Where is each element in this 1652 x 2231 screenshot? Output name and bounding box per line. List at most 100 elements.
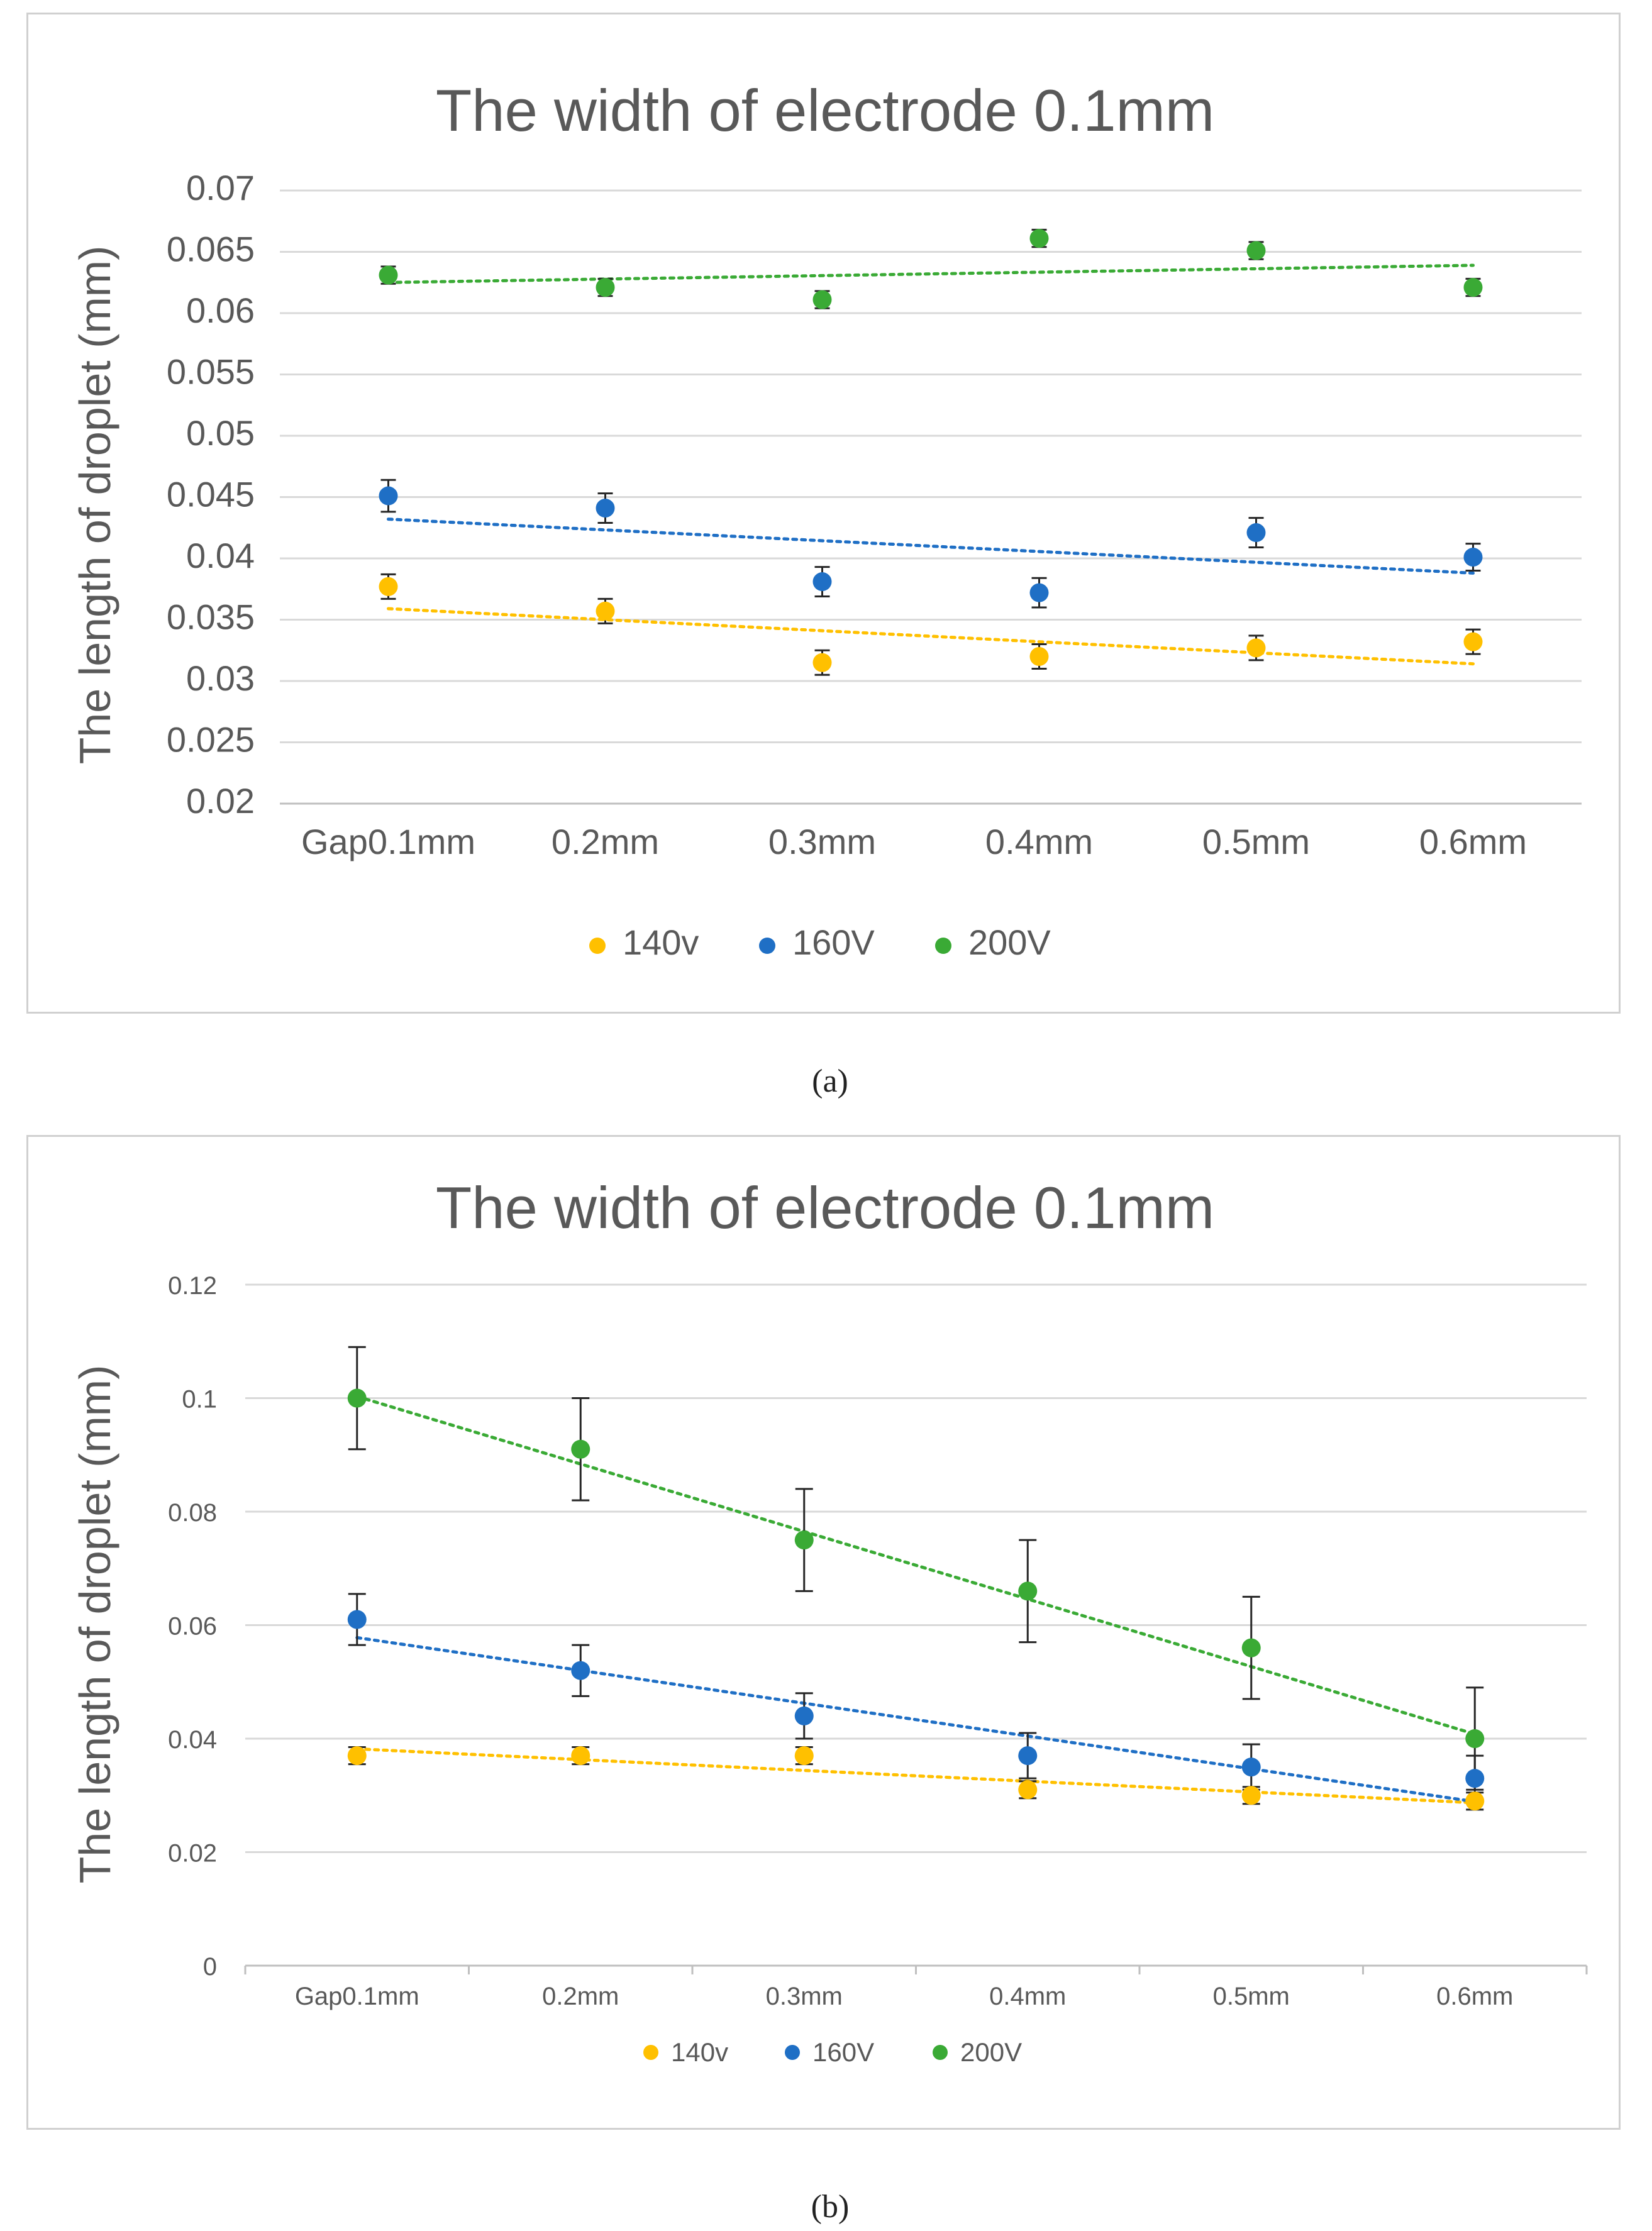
trendline-160V [387, 518, 1475, 575]
data-point-200V [347, 1388, 367, 1408]
data-point-140v [379, 577, 398, 596]
data-point-140v [812, 653, 832, 672]
data-point-160V [379, 486, 398, 506]
data-point-160V [596, 499, 615, 518]
legend-marker-140v [643, 2045, 658, 2060]
data-point-200V [1246, 241, 1266, 260]
chart-a-legend: 140v 160V 200V [589, 922, 1051, 962]
data-point-160V [571, 1661, 590, 1680]
data-point-140v [1465, 1791, 1485, 1811]
x-tick-label: Gap0.1mm [295, 1983, 419, 2010]
y-tick-label: 0.08 [168, 1499, 217, 1527]
data-point-140v [1246, 638, 1266, 658]
y-tick-label: 0.045 [167, 475, 255, 514]
x-tick-label: 0.6mm [1436, 1983, 1513, 2010]
data-point-200V [1018, 1581, 1038, 1601]
x-tick-label: 0.6mm [1419, 822, 1527, 861]
data-point-140v [1241, 1786, 1261, 1805]
data-point-140v [1018, 1780, 1038, 1800]
x-tick-label: 0.3mm [766, 1983, 843, 2010]
chart-b-ylabel: The length of droplet (mm) [70, 1365, 119, 1884]
trendline-140v [387, 607, 1475, 666]
y-tick-label: 0.07 [186, 168, 255, 208]
y-tick-label: 0.06 [168, 1613, 217, 1641]
chart-b-errorbars [348, 1346, 1484, 1811]
y-tick-label: 0.04 [168, 1726, 217, 1754]
chart-b-trendlines [355, 1395, 1477, 1805]
trendline-140v [355, 1747, 1477, 1805]
data-point-160V [812, 572, 832, 592]
chart-panel-a: The width of electrode 0.1mm The length … [26, 13, 1621, 1014]
data-point-200V [571, 1439, 590, 1459]
data-point-140v [1029, 647, 1049, 666]
caption-a: (a) [812, 1063, 848, 1099]
chart-a-title: The width of electrode 0.1mm [436, 77, 1214, 143]
y-tick-label: 0.025 [167, 720, 255, 760]
y-tick-label: 0.04 [186, 536, 255, 575]
data-point-200V [1463, 278, 1483, 297]
legend-marker-200V [933, 2045, 948, 2060]
legend-label-140v: 140v [623, 922, 699, 962]
chart-a-grid [280, 189, 1582, 805]
data-point-160V [1465, 1769, 1485, 1788]
y-tick-label: 0.12 [168, 1272, 217, 1300]
chart-b-grid [245, 1283, 1587, 1967]
chart-panel-b: The width of electrode 0.1mm The length … [26, 1135, 1621, 2130]
chart-b-points [347, 1388, 1485, 1811]
trendline-200V [355, 1395, 1477, 1736]
trendline-160V [355, 1636, 1477, 1803]
chart-a-svg: The width of electrode 0.1mm The length … [70, 77, 1582, 962]
chart-b-yticks: 0 0.02 0.04 0.06 0.08 0.1 0.12 [168, 1272, 217, 1981]
data-point-140v [1463, 632, 1483, 651]
legend-marker-140v [589, 938, 606, 954]
chart-a-points [379, 229, 1483, 672]
legend-label-140v: 140v [671, 2037, 728, 2067]
x-tick-label: 0.5mm [1202, 822, 1310, 861]
data-point-160V [1018, 1746, 1038, 1766]
y-tick-label: 0.065 [167, 230, 255, 269]
x-tick-label: 0.3mm [768, 822, 876, 861]
legend-marker-200V [935, 938, 951, 954]
y-tick-label: 0.03 [186, 658, 255, 698]
y-tick-label: 0.035 [167, 597, 255, 637]
data-point-160V [347, 1610, 367, 1629]
trendline-200V [387, 263, 1475, 284]
data-point-200V [794, 1531, 814, 1550]
data-point-200V [1465, 1729, 1485, 1748]
chart-b-xticks: Gap0.1mm 0.2mm 0.3mm 0.4mm 0.5mm 0.6mm [244, 1966, 1588, 2010]
legend-label-200V: 200V [960, 2037, 1022, 2067]
data-point-140v [347, 1746, 367, 1766]
data-point-160V [794, 1706, 814, 1725]
data-point-200V [596, 278, 615, 297]
y-tick-label: 0.1 [182, 1386, 217, 1414]
chart-b-svg: The width of electrode 0.1mm The length … [70, 1175, 1588, 2067]
data-point-160V [1241, 1758, 1261, 1777]
y-tick-label: 0.055 [167, 352, 255, 392]
x-tick-label: Gap0.1mm [301, 822, 475, 861]
data-point-200V [379, 265, 398, 285]
legend-label-160V: 160V [792, 922, 875, 962]
legend-marker-160V [759, 938, 775, 954]
y-tick-label: 0.02 [168, 1840, 217, 1868]
data-point-200V [812, 290, 832, 309]
y-tick-label: 0.06 [186, 291, 255, 330]
x-tick-label: 0.4mm [985, 822, 1093, 861]
data-point-160V [1246, 523, 1266, 543]
chart-b-legend: 140v 160V 200V [643, 2037, 1022, 2067]
chart-a-trendlines [387, 263, 1475, 666]
y-tick-label: 0.02 [186, 781, 255, 821]
x-tick-label: 0.2mm [542, 1983, 619, 2010]
x-tick-label: 0.4mm [989, 1983, 1066, 2010]
legend-label-200V: 200V [968, 922, 1051, 962]
data-point-160V [1463, 548, 1483, 567]
data-point-140v [571, 1746, 590, 1766]
chart-a-errorbars [380, 228, 1481, 676]
chart-a-xticks: Gap0.1mm 0.2mm 0.3mm 0.4mm 0.5mm 0.6mm [301, 822, 1527, 861]
caption-b: (b) [811, 2189, 850, 2225]
data-point-200V [1029, 229, 1049, 248]
data-point-140v [596, 601, 615, 621]
chart-b-title: The width of electrode 0.1mm [436, 1175, 1214, 1241]
data-point-140v [794, 1746, 814, 1766]
data-point-200V [1241, 1638, 1261, 1658]
y-tick-label: 0.05 [186, 413, 255, 453]
